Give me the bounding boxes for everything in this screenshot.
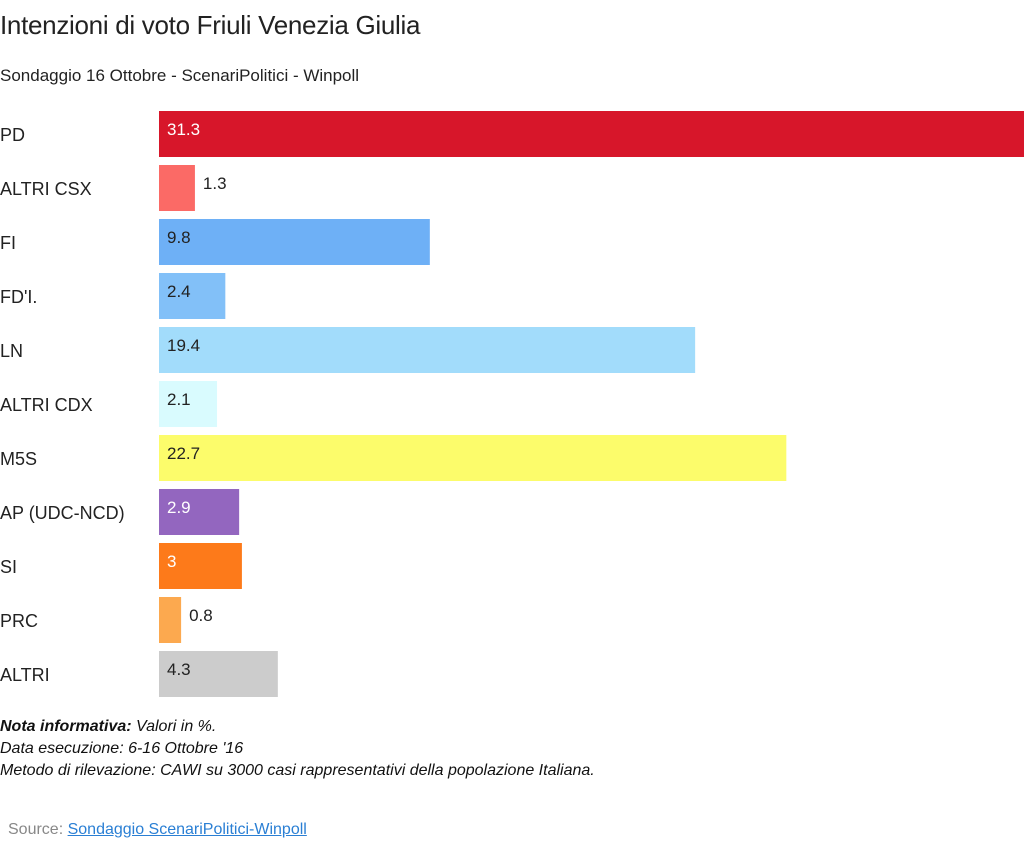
value-label: 2.9: [167, 498, 191, 517]
notes-line-2: Data esecuzione: 6-16 Ottobre '16: [0, 740, 244, 757]
category-label: AP (UDC-NCD): [0, 503, 125, 523]
bar: [159, 165, 195, 211]
category-label: M5S: [0, 449, 37, 469]
source-line: Source: Sondaggio ScenariPolitici-Winpol…: [8, 821, 307, 839]
notes-line-3: Metodo di rilevazione: CAWI su 3000 casi…: [0, 762, 595, 779]
notes-units: Valori in %.: [131, 718, 217, 735]
bar-row: PD 31.3: [0, 111, 1024, 157]
bar: [159, 651, 278, 697]
source-label: Source:: [8, 821, 68, 838]
bar: [159, 543, 242, 589]
category-label: FD'I.: [0, 287, 37, 307]
notes-block: Nota informativa: Valori in %. Data esec…: [0, 716, 595, 782]
bar: [159, 273, 226, 319]
category-label: PRC: [0, 611, 38, 631]
chart-title: Intenzioni di voto Friuli Venezia Giulia: [0, 10, 421, 40]
chart-subtitle: Sondaggio 16 Ottobre - ScenariPolitici -…: [0, 66, 360, 85]
value-label: 2.4: [167, 282, 191, 301]
bar: [159, 219, 430, 265]
category-label: PD: [0, 125, 25, 145]
category-label: SI: [0, 557, 17, 577]
category-label: LN: [0, 341, 23, 361]
value-label: 9.8: [167, 228, 191, 247]
bar: [159, 597, 182, 643]
value-label: 31.3: [167, 120, 200, 139]
category-label: ALTRI CDX: [0, 395, 93, 415]
value-label: 19.4: [167, 336, 200, 355]
category-label: ALTRI: [0, 665, 50, 685]
notes-line-1: Nota informativa: Valori in %.: [0, 716, 595, 738]
bar-row: LN 19.4: [0, 327, 696, 373]
bar: [159, 327, 696, 373]
source-link[interactable]: Sondaggio ScenariPolitici-Winpoll: [67, 821, 307, 838]
bar: [159, 111, 1024, 157]
bar: [159, 381, 218, 427]
bar-row: ALTRI CDX 2.1: [0, 381, 218, 427]
bar-row: FD'I. 2.4: [0, 273, 226, 319]
bar: [159, 489, 240, 535]
value-label: 0.8: [189, 606, 213, 625]
bar: [159, 435, 787, 481]
bar-row: ALTRI 4.3: [0, 651, 278, 697]
bar-row: ALTRI CSX 1.3: [0, 165, 227, 211]
bar-row: AP (UDC-NCD) 2.9: [0, 489, 240, 535]
bar-row: SI 3: [0, 543, 242, 589]
notes-label: Nota informativa:: [0, 718, 132, 735]
value-label: 3: [167, 552, 176, 571]
category-label: FI: [0, 233, 16, 253]
value-label: 1.3: [203, 174, 227, 193]
value-label: 2.1: [167, 390, 191, 409]
bar-row: M5S 22.7: [0, 435, 787, 481]
value-label: 22.7: [167, 444, 200, 463]
bar-row: FI 9.8: [0, 219, 430, 265]
bar-chart: PD 31.3 ALTRI CSX 1.3 FI 9.8 FD'I. 2.4 LN 19.4 ALT…: [0, 111, 1024, 697]
value-label: 4.3: [167, 660, 191, 679]
bar-row: PRC 0.8: [0, 597, 213, 643]
category-label: ALTRI CSX: [0, 179, 92, 199]
